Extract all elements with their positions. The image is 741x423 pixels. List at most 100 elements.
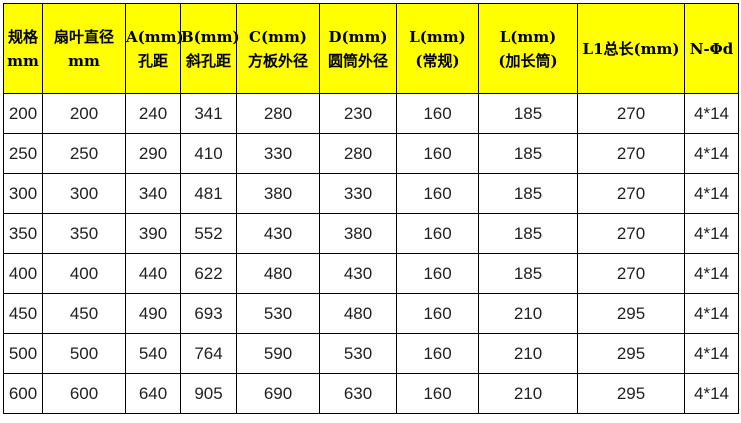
header-text: 规格 [7, 27, 38, 46]
data-cell: 590 [236, 333, 320, 374]
header-cell: L1总长(mm) [577, 3, 685, 94]
data-cell: 185 [478, 253, 578, 294]
data-cell: 160 [396, 133, 479, 174]
header-text: 方板外径 [247, 51, 308, 70]
data-cell: 481 [180, 173, 237, 214]
data-cell: 230 [319, 93, 397, 134]
data-cell: 160 [396, 213, 479, 254]
header-text: L(mm) [409, 27, 466, 46]
data-cell: 390 [125, 213, 181, 254]
header-text: 斜孔距 [185, 51, 231, 70]
data-cell: 410 [180, 133, 237, 174]
data-cell: 480 [236, 253, 320, 294]
data-cell: 300 [42, 173, 126, 214]
header-text: (常规) [415, 51, 460, 70]
header-text: N-Φd [689, 39, 734, 58]
data-cell: 270 [577, 133, 685, 174]
header-cell: N-Φd [684, 3, 739, 94]
data-cell: 280 [319, 133, 397, 174]
data-cell: 450 [42, 293, 126, 334]
data-cell: 290 [125, 133, 181, 174]
header-cell: 规格 mm [3, 3, 43, 94]
data-cell: 250 [42, 133, 126, 174]
data-cell: 160 [396, 293, 479, 334]
data-cell: 270 [577, 253, 685, 294]
data-cell: 400 [3, 253, 43, 294]
data-cell: 270 [577, 93, 685, 134]
header-cell: D(mm) 圆筒外径 [319, 3, 397, 94]
header-text: B(mm) [181, 27, 240, 46]
data-cell: 160 [396, 333, 479, 374]
data-cell: 350 [42, 213, 126, 254]
header-cell: L(mm) (加长筒) [478, 3, 578, 94]
data-cell: 640 [125, 373, 181, 414]
data-cell: 440 [125, 253, 181, 294]
data-cell: 400 [42, 253, 126, 294]
data-cell: 764 [180, 333, 237, 374]
header-text: D(mm) [328, 27, 388, 46]
data-cell: 600 [42, 373, 126, 414]
data-cell: 210 [478, 333, 578, 374]
data-cell: 4*14 [684, 213, 739, 254]
data-row: 200 200 240 341 280 230 160 185 270 4*14 [3, 93, 739, 134]
data-cell: 185 [478, 93, 578, 134]
table-body: 200 200 240 341 280 230 160 185 270 4*14 250 250 290… [3, 93, 739, 414]
header-text: 孔距 [137, 51, 168, 70]
data-cell: 600 [3, 373, 43, 414]
data-cell: 480 [319, 293, 397, 334]
data-cell: 380 [319, 213, 397, 254]
data-cell: 185 [478, 213, 578, 254]
data-cell: 185 [478, 133, 578, 174]
data-cell: 4*14 [684, 253, 739, 294]
header-cell: 扇叶直径 mm [42, 3, 126, 94]
data-cell: 200 [42, 93, 126, 134]
data-row: 500 500 540 764 590 530 160 210 295 4*14 [3, 333, 739, 374]
data-cell: 430 [236, 213, 320, 254]
header-text: mm [68, 51, 100, 70]
data-cell: 270 [577, 173, 685, 214]
data-cell: 341 [180, 93, 237, 134]
data-cell: 4*14 [684, 93, 739, 134]
data-cell: 160 [396, 173, 479, 214]
data-cell: 630 [319, 373, 397, 414]
data-row: 600 600 640 905 690 630 160 210 295 4*14 [3, 373, 739, 414]
data-cell: 500 [3, 333, 43, 374]
header-text: L(mm) [499, 27, 557, 46]
data-cell: 185 [478, 173, 578, 214]
data-cell: 340 [125, 173, 181, 214]
data-cell: 210 [478, 373, 578, 414]
data-cell: 540 [125, 333, 181, 374]
data-cell: 4*14 [684, 133, 739, 174]
data-cell: 160 [396, 373, 479, 414]
data-cell: 4*14 [684, 333, 739, 374]
header-text: 扇叶直径 [53, 27, 114, 46]
data-cell: 622 [180, 253, 237, 294]
data-row: 400 400 440 622 480 430 160 185 270 4*14 [3, 253, 739, 294]
data-cell: 160 [396, 253, 479, 294]
header-text: (加长筒) [498, 51, 558, 70]
header-text: L1总长(mm) [582, 39, 680, 58]
data-cell: 380 [236, 173, 320, 214]
data-cell: 552 [180, 213, 237, 254]
data-cell: 300 [3, 173, 43, 214]
data-cell: 200 [3, 93, 43, 134]
spec-table: 规格 mm 扇叶直径 mm A(mm) 孔距 B(mm) 斜孔距 C(mm) 方板外径 D(mm) 圆… [3, 3, 739, 414]
header-cell: L(mm) (常规) [396, 3, 479, 94]
data-cell: 690 [236, 373, 320, 414]
data-cell: 270 [577, 213, 685, 254]
data-cell: 330 [236, 133, 320, 174]
data-cell: 693 [180, 293, 237, 334]
data-row: 300 300 340 481 380 330 160 185 270 4*14 [3, 173, 739, 214]
header-text: C(mm) [249, 27, 307, 46]
data-row: 350 350 390 552 430 380 160 185 270 4*14 [3, 213, 739, 254]
data-cell: 295 [577, 333, 685, 374]
header-text: A(mm) [126, 27, 184, 46]
data-cell: 905 [180, 373, 237, 414]
data-cell: 280 [236, 93, 320, 134]
data-cell: 4*14 [684, 293, 739, 334]
data-cell: 4*14 [684, 373, 739, 414]
data-cell: 450 [3, 293, 43, 334]
data-cell: 250 [3, 133, 43, 174]
header-cell: A(mm) 孔距 [125, 3, 184, 94]
data-cell: 430 [319, 253, 397, 294]
